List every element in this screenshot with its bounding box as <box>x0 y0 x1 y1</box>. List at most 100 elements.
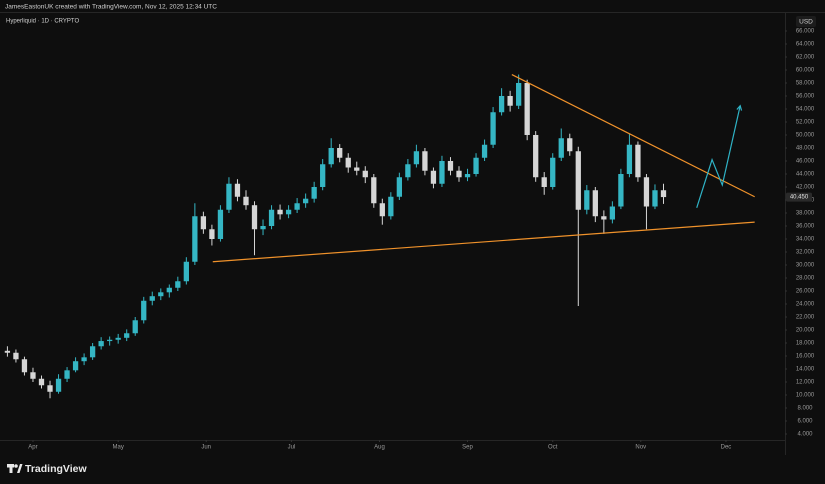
brand-logo <box>7 464 23 473</box>
candle-body <box>124 333 130 338</box>
candle-body <box>635 144 641 178</box>
candle-body <box>575 151 581 210</box>
candle-body <box>354 167 360 171</box>
candle-body <box>498 95 505 113</box>
trend-line <box>511 73 755 198</box>
candle-body <box>396 177 403 197</box>
brand-name[interactable]: TradingView <box>25 463 87 475</box>
candle-body <box>21 359 28 373</box>
candle-body <box>158 292 164 297</box>
header-credit: JamesEastonUK created with TradingView.c… <box>5 4 217 11</box>
candle-body <box>209 229 215 240</box>
candle-body <box>98 341 104 347</box>
candle-body <box>30 372 36 379</box>
trend-line <box>212 221 755 263</box>
y-tick-label: 22.000 <box>796 315 815 321</box>
candle-body <box>473 157 479 174</box>
logo-dot <box>14 464 18 468</box>
candle-body <box>362 170 368 178</box>
candle-body <box>243 196 249 206</box>
trend-line <box>696 105 741 208</box>
candle-body <box>192 216 198 262</box>
x-tick-label: Dec <box>721 445 732 451</box>
y-tick-label: 38.000 <box>796 211 815 217</box>
candle-body <box>328 147 334 165</box>
candle-body <box>660 190 667 198</box>
candle-body <box>524 82 530 135</box>
y-tick-label: 6.000 <box>797 419 813 425</box>
currency-label[interactable]: USD <box>799 19 813 26</box>
x-tick-label: May <box>113 445 124 451</box>
x-tick-label: Oct <box>548 445 558 451</box>
candle-body <box>217 209 224 240</box>
candle-body <box>251 205 258 230</box>
y-tick-label: 56.000 <box>796 94 815 100</box>
x-tick-label: Sep <box>462 445 473 451</box>
candle-body <box>413 151 420 165</box>
y-tick-label: 24.000 <box>796 302 815 308</box>
candle-body <box>234 183 241 197</box>
candle-body <box>132 320 138 334</box>
candle-body <box>200 216 207 230</box>
candle-body <box>592 190 598 217</box>
y-tick-label: 30.000 <box>796 263 815 269</box>
last-price-label: 40.450 <box>790 195 809 201</box>
candle-body <box>481 144 488 158</box>
candle-body <box>89 346 96 358</box>
candle-body <box>652 190 658 207</box>
candle-body <box>507 95 513 106</box>
y-tick-label: 32.000 <box>796 250 815 256</box>
y-tick-label: 26.000 <box>796 289 815 295</box>
candle-body <box>618 173 624 207</box>
candle-body <box>464 173 471 178</box>
candle-body <box>320 164 326 187</box>
candle-body <box>115 337 121 340</box>
candle-body <box>379 203 385 217</box>
candle-body <box>345 157 351 168</box>
y-tick-label: 64.000 <box>796 42 815 48</box>
candle-body <box>422 151 428 171</box>
candle-body <box>516 82 522 106</box>
currency-box[interactable] <box>796 16 816 27</box>
x-tick-label: Nov <box>635 445 646 451</box>
candle-body <box>107 339 113 342</box>
x-tick-label: Jun <box>201 445 211 451</box>
symbol-title: Hyperliquid · 1D · CRYPTO <box>6 19 79 25</box>
candle-body <box>447 160 454 171</box>
candle-body <box>456 170 462 178</box>
candle-body <box>601 216 607 220</box>
logo-stem <box>9 464 13 473</box>
candle-body <box>439 160 445 184</box>
y-tick-label: 34.000 <box>796 237 815 243</box>
y-tick-label: 60.000 <box>796 68 815 74</box>
candle-body <box>388 196 394 217</box>
candle-body <box>81 357 87 362</box>
candle-body <box>183 261 189 282</box>
y-tick-label: 28.000 <box>796 276 815 282</box>
candle-body <box>149 296 155 301</box>
candle-body <box>268 209 275 226</box>
y-tick-label: 4.000 <box>797 432 813 438</box>
candle-body <box>405 164 411 178</box>
candle-body <box>13 352 19 360</box>
x-tick-label: Apr <box>28 445 37 451</box>
candle-body <box>55 378 62 392</box>
candle-body <box>567 138 573 152</box>
candle-body <box>294 203 300 210</box>
candle-body <box>533 134 539 178</box>
candle-body <box>337 147 343 158</box>
candle-body <box>550 157 556 187</box>
candle-body <box>47 385 53 392</box>
candle-body <box>38 378 45 386</box>
y-tick-label: 46.000 <box>796 159 815 165</box>
candle-body <box>609 206 616 220</box>
candle-body <box>371 177 377 204</box>
y-tick-label: 66.000 <box>796 29 815 35</box>
candle-body <box>541 177 547 187</box>
candle-body <box>72 361 79 371</box>
candle-body <box>260 226 266 230</box>
y-tick-label: 18.000 <box>796 341 815 347</box>
candle-body <box>285 209 292 215</box>
candle-body <box>558 138 564 158</box>
